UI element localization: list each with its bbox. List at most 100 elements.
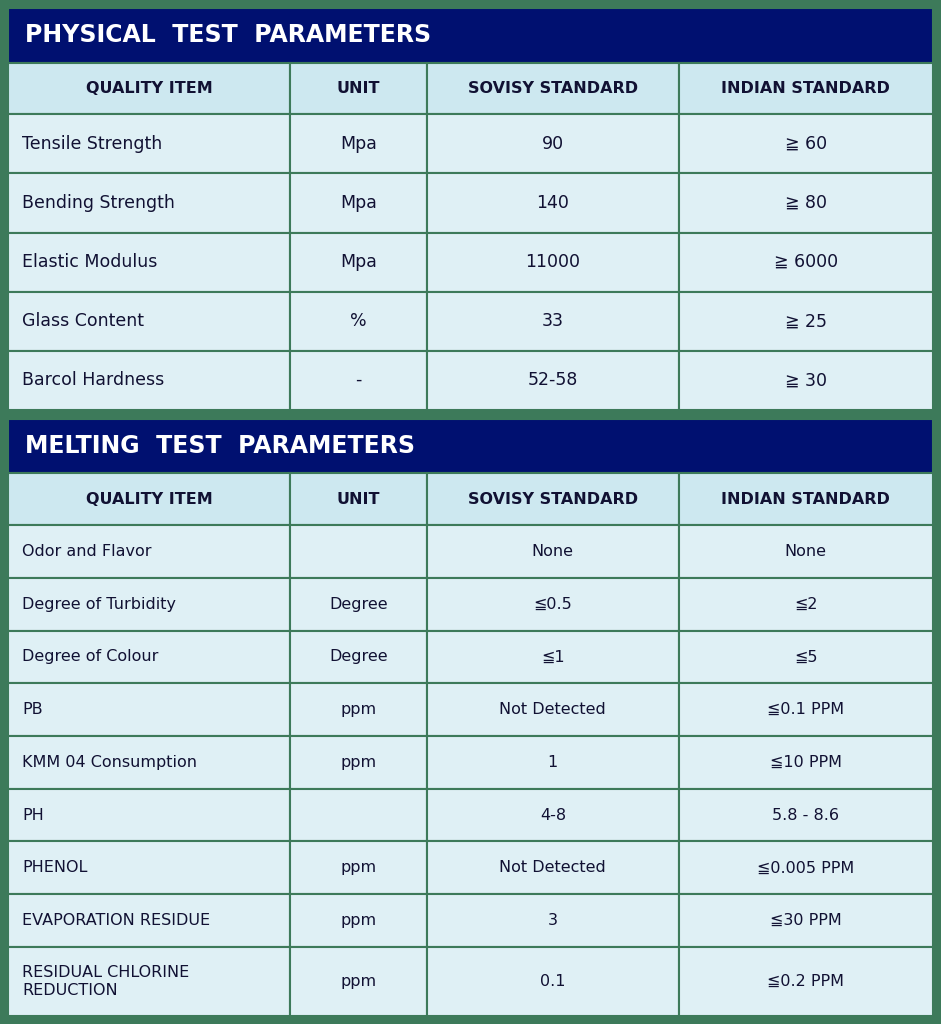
- Text: 33: 33: [542, 312, 564, 330]
- Text: 11000: 11000: [525, 253, 581, 271]
- Text: ppm: ppm: [341, 860, 376, 876]
- Text: -: -: [356, 372, 361, 389]
- Bar: [290, 473, 427, 525]
- Text: 4-8: 4-8: [540, 808, 566, 822]
- Bar: [8, 578, 290, 631]
- Bar: [678, 232, 933, 292]
- Text: ppm: ppm: [341, 755, 376, 770]
- Bar: [290, 947, 427, 1016]
- Bar: [678, 173, 933, 232]
- Text: 0.1: 0.1: [540, 974, 566, 989]
- Bar: [427, 350, 678, 410]
- Bar: [8, 894, 290, 947]
- Text: ppm: ppm: [341, 702, 376, 717]
- Text: ≦1: ≦1: [541, 649, 565, 665]
- Text: %: %: [350, 312, 367, 330]
- Bar: [8, 350, 290, 410]
- Text: Glass Content: Glass Content: [22, 312, 144, 330]
- Text: PHENOL: PHENOL: [22, 860, 88, 876]
- Text: ≦30 PPM: ≦30 PPM: [770, 913, 841, 928]
- Bar: [8, 788, 290, 842]
- Bar: [427, 62, 678, 115]
- Text: 90: 90: [542, 135, 564, 153]
- Bar: [427, 894, 678, 947]
- Bar: [678, 525, 933, 578]
- Bar: [0, 1016, 941, 1024]
- Text: 52-58: 52-58: [528, 372, 578, 389]
- Bar: [427, 173, 678, 232]
- Text: Barcol Hardness: Barcol Hardness: [22, 372, 164, 389]
- Text: ≧ 30: ≧ 30: [785, 372, 827, 389]
- Text: ≦2: ≦2: [794, 597, 818, 611]
- Bar: [427, 115, 678, 173]
- Text: ≦0.1 PPM: ≦0.1 PPM: [767, 702, 844, 717]
- Text: Not Detected: Not Detected: [500, 860, 606, 876]
- Text: ≦5: ≦5: [794, 649, 818, 665]
- Text: INDIAN STANDARD: INDIAN STANDARD: [722, 81, 890, 96]
- Bar: [678, 736, 933, 788]
- Bar: [427, 947, 678, 1016]
- Bar: [8, 683, 290, 736]
- Text: ≦10 PPM: ≦10 PPM: [770, 755, 842, 770]
- Text: PHYSICAL  TEST  PARAMETERS: PHYSICAL TEST PARAMETERS: [24, 24, 431, 47]
- Bar: [290, 525, 427, 578]
- Text: Tensile Strength: Tensile Strength: [22, 135, 162, 153]
- Bar: [678, 62, 933, 115]
- Bar: [678, 292, 933, 350]
- Text: Bending Strength: Bending Strength: [22, 194, 175, 212]
- Text: ≧ 60: ≧ 60: [785, 135, 827, 153]
- Bar: [290, 683, 427, 736]
- Text: ppm: ppm: [341, 913, 376, 928]
- Bar: [8, 62, 290, 115]
- Bar: [427, 631, 678, 683]
- Text: PH: PH: [22, 808, 43, 822]
- Bar: [290, 736, 427, 788]
- Bar: [8, 232, 290, 292]
- Text: ≧ 25: ≧ 25: [785, 312, 827, 330]
- Text: Odor and Flavor: Odor and Flavor: [22, 544, 152, 559]
- Bar: [8, 8, 933, 62]
- Text: Mpa: Mpa: [340, 194, 377, 212]
- Text: PB: PB: [22, 702, 42, 717]
- Text: RESIDUAL CHLORINE
REDUCTION: RESIDUAL CHLORINE REDUCTION: [22, 966, 189, 997]
- Text: Degree of Colour: Degree of Colour: [22, 649, 158, 665]
- Bar: [678, 947, 933, 1016]
- Bar: [290, 62, 427, 115]
- Bar: [678, 631, 933, 683]
- Text: SOVISY STANDARD: SOVISY STANDARD: [468, 81, 638, 96]
- Bar: [290, 173, 427, 232]
- Text: 5.8 - 8.6: 5.8 - 8.6: [773, 808, 839, 822]
- Bar: [8, 947, 290, 1016]
- Bar: [678, 578, 933, 631]
- Text: ≦0.5: ≦0.5: [534, 597, 572, 611]
- Bar: [290, 350, 427, 410]
- Text: None: None: [785, 544, 827, 559]
- Bar: [8, 525, 290, 578]
- Text: SOVISY STANDARD: SOVISY STANDARD: [468, 492, 638, 507]
- Bar: [8, 419, 933, 473]
- Bar: [290, 894, 427, 947]
- Bar: [8, 410, 933, 419]
- Bar: [427, 578, 678, 631]
- Bar: [8, 473, 290, 525]
- Text: Not Detected: Not Detected: [500, 702, 606, 717]
- Bar: [678, 842, 933, 894]
- Bar: [678, 788, 933, 842]
- Bar: [8, 292, 290, 350]
- Bar: [290, 578, 427, 631]
- Bar: [8, 173, 290, 232]
- Text: Degree: Degree: [329, 649, 388, 665]
- Text: ≦0.005 PPM: ≦0.005 PPM: [758, 860, 854, 876]
- Bar: [290, 292, 427, 350]
- Text: None: None: [532, 544, 574, 559]
- Text: KMM 04 Consumption: KMM 04 Consumption: [22, 755, 197, 770]
- Text: EVAPORATION RESIDUE: EVAPORATION RESIDUE: [22, 913, 210, 928]
- Text: 3: 3: [548, 913, 558, 928]
- Text: Mpa: Mpa: [340, 253, 377, 271]
- Bar: [678, 894, 933, 947]
- Bar: [427, 842, 678, 894]
- Bar: [8, 736, 290, 788]
- Bar: [290, 115, 427, 173]
- Text: Degree of Turbidity: Degree of Turbidity: [22, 597, 176, 611]
- Text: ≧ 80: ≧ 80: [785, 194, 827, 212]
